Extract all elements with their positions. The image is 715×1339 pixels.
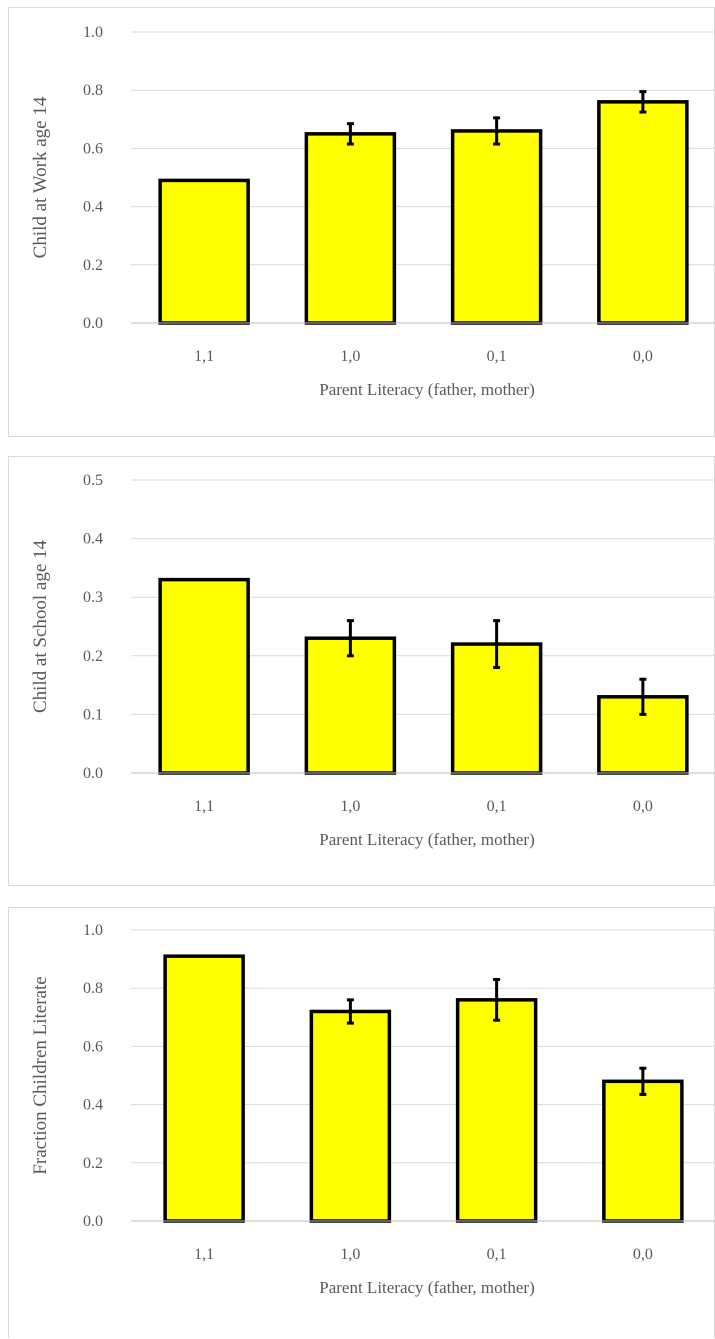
- bar-0-0: [602, 1079, 684, 1223]
- x-tick-label: 1,0: [340, 348, 360, 365]
- x-tick-label: 0,1: [487, 1246, 507, 1263]
- bar-0-0: [597, 100, 689, 325]
- y-axis-title: Child at Work age 14: [30, 96, 51, 258]
- x-tick-label: 1,1: [194, 798, 214, 815]
- y-tick-label: 0.2: [83, 1155, 103, 1172]
- y-tick-label: 0.8: [83, 82, 103, 99]
- x-axis-title: Parent Literacy (father, mother): [319, 1278, 535, 1297]
- y-tick-label: 0.4: [83, 531, 103, 548]
- chart-panel-literacy: 0.0 0.2 0.4 0.6 0.8 1.0 1,1 1,0 0,1 0,0 Parent Lit…: [8, 907, 715, 1338]
- bar-1-0: [304, 132, 397, 325]
- bar-1-1: [158, 577, 250, 775]
- x-tick-label: 0,1: [487, 798, 507, 815]
- y-tick-label: 0.8: [83, 980, 103, 997]
- chart-svg: 0.0 0.1 0.2 0.3 0.4 0.5 1,1 1,0 0,1 0,0 Parent Lit…: [30, 472, 715, 849]
- bar-1-1: [163, 954, 245, 1223]
- y-tick-label: 0.0: [83, 765, 103, 782]
- y-tick-label: 0.0: [83, 315, 103, 332]
- x-tick-label: 1,0: [340, 798, 360, 815]
- y-axis-title: Fraction Children Literate: [30, 976, 51, 1174]
- bar-0-1: [455, 998, 538, 1223]
- x-tick-label: 0,0: [633, 798, 653, 815]
- x-tick-label: 1,1: [194, 348, 214, 365]
- y-tick-label: 0.0: [83, 1213, 103, 1230]
- chart-panel-school: 0.0 0.1 0.2 0.3 0.4 0.5 1,1 1,0 0,1 0,0 Parent Lit…: [8, 456, 715, 886]
- y-tick-label: 0.5: [83, 472, 103, 489]
- x-axis-title: Parent Literacy (father, mother): [319, 380, 535, 399]
- y-tick-label: 0.2: [83, 257, 103, 274]
- y-tick-label: 0.6: [83, 140, 103, 157]
- y-tick-label: 0.1: [83, 706, 103, 723]
- y-axis-title: Child at School age 14: [30, 539, 51, 713]
- x-tick-label: 0,0: [633, 1246, 653, 1263]
- bar-1-1: [158, 178, 250, 325]
- y-tick-label: 0.4: [83, 1097, 103, 1114]
- y-tick-label: 0.2: [83, 648, 103, 665]
- chart-svg: 0.0 0.2 0.4 0.6 0.8 1.0 1,1 1,0 0,1 0,0 Parent Lit…: [30, 24, 715, 399]
- x-tick-label: 1,1: [194, 1246, 214, 1263]
- x-tick-label: 0,0: [633, 348, 653, 365]
- y-tick-label: 1.0: [83, 24, 103, 41]
- bar-1-0: [309, 1009, 392, 1223]
- x-axis-title: Parent Literacy (father, mother): [319, 830, 535, 849]
- bar-1-0: [304, 636, 397, 775]
- chart-panel-work: 0.0 0.2 0.4 0.6 0.8 1.0 1,1 1,0 0,1 0,0 Parent Lit…: [8, 7, 715, 437]
- x-tick-label: 1,0: [340, 1246, 360, 1263]
- y-tick-label: 1.0: [83, 922, 103, 939]
- chart-svg: 0.0 0.2 0.4 0.6 0.8 1.0 1,1 1,0 0,1 0,0 Parent Lit…: [30, 922, 715, 1297]
- bar-0-1: [450, 129, 543, 325]
- y-tick-label: 0.3: [83, 589, 103, 606]
- x-tick-label: 0,1: [487, 348, 507, 365]
- y-tick-label: 0.4: [83, 199, 103, 216]
- y-tick-label: 0.6: [83, 1038, 103, 1055]
